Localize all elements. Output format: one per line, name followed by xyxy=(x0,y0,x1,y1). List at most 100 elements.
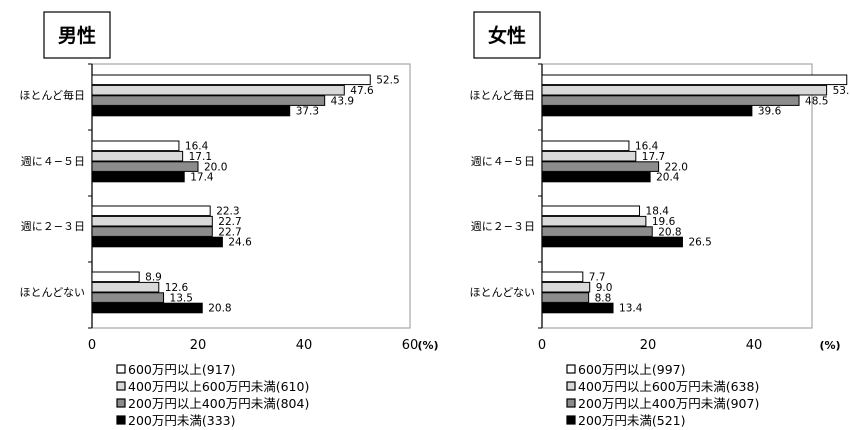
x-tick-label: 40 xyxy=(746,338,763,353)
bar xyxy=(91,74,371,86)
legend-swatch xyxy=(566,415,576,425)
bar xyxy=(541,84,828,96)
bar xyxy=(91,95,326,106)
data-label: 8.9 xyxy=(145,272,162,284)
data-label: 18.4 xyxy=(646,206,670,218)
legend-swatch xyxy=(566,364,576,374)
legend-label: 200万円以上400万円未満(804) xyxy=(128,396,309,411)
legend-swatch xyxy=(116,398,126,408)
data-label: 17.1 xyxy=(189,151,212,163)
data-label: 26.5 xyxy=(688,237,711,249)
category-label: 週に２−３日 xyxy=(21,220,85,233)
data-label: 20.8 xyxy=(208,303,231,315)
bar xyxy=(541,140,630,152)
data-label: 53.7 xyxy=(833,85,850,97)
panel-title: 男性 xyxy=(58,24,96,47)
category-label: ほとんどない xyxy=(20,286,85,299)
unit-label: (%) xyxy=(819,339,840,352)
bar xyxy=(91,205,211,217)
x-tick-label: 0 xyxy=(88,338,96,353)
data-label: 17.7 xyxy=(642,151,665,163)
bar xyxy=(541,281,591,293)
bar xyxy=(91,140,180,152)
x-tick-label: 20 xyxy=(190,338,207,353)
bar xyxy=(91,84,345,96)
legend-label: 200万円未満(333) xyxy=(128,413,235,428)
data-label: 43.9 xyxy=(331,95,354,107)
bar xyxy=(91,226,213,237)
legend-swatch xyxy=(116,364,126,374)
bar xyxy=(541,271,584,283)
legend-swatch xyxy=(116,415,126,425)
bar xyxy=(541,302,614,314)
bar xyxy=(541,150,637,162)
category-label: ほとんど毎日 xyxy=(19,89,85,102)
legend-label: 400万円以上600万円未満(610) xyxy=(128,379,309,394)
bar xyxy=(541,95,800,106)
data-label: 13.4 xyxy=(619,303,643,315)
data-label: 37.3 xyxy=(296,106,319,118)
x-tick-label: 60 xyxy=(402,338,419,353)
bar xyxy=(541,205,641,217)
data-label: 20.8 xyxy=(658,226,681,238)
bar xyxy=(91,302,203,314)
data-label: 16.4 xyxy=(185,141,209,153)
bar xyxy=(91,161,199,172)
legend-label: 600万円以上(917) xyxy=(128,362,235,377)
panel-title-box xyxy=(473,11,541,59)
x-tick-label: 0 xyxy=(538,338,546,353)
bar xyxy=(91,150,184,162)
data-label: 22.3 xyxy=(216,206,239,218)
data-label: 9.0 xyxy=(596,282,613,294)
bar xyxy=(91,105,291,117)
x-tick-label: 40 xyxy=(296,338,313,353)
bar xyxy=(541,292,590,303)
category-label: ほとんど毎日 xyxy=(469,89,535,102)
legend-swatch xyxy=(116,381,126,391)
data-label: 17.4 xyxy=(190,172,214,184)
bar xyxy=(541,236,683,248)
legend-label: 600万円以上(997) xyxy=(578,362,685,377)
bar xyxy=(91,171,185,183)
data-label: 20.4 xyxy=(656,172,680,184)
legend-swatch xyxy=(566,398,576,408)
legend-label: 400万円以上600万円未満(638) xyxy=(578,379,759,394)
bar xyxy=(91,236,223,248)
bar xyxy=(541,161,660,172)
legend-label: 200万円未満(521) xyxy=(578,413,685,428)
category-label: 週に４−５日 xyxy=(21,155,85,168)
bar xyxy=(541,226,653,237)
legend-swatch xyxy=(566,381,576,391)
category-label: 週に４−５日 xyxy=(471,155,535,168)
bar xyxy=(91,281,160,293)
bar xyxy=(91,292,165,303)
data-label: 24.6 xyxy=(228,237,252,249)
category-label: 週に２−３日 xyxy=(471,220,535,233)
x-tick-label: 20 xyxy=(640,338,657,353)
category-label: ほとんどない xyxy=(470,286,535,299)
data-label: 16.4 xyxy=(635,141,659,153)
data-label: 12.6 xyxy=(165,282,189,294)
data-label: 22.7 xyxy=(218,226,241,238)
panel-title: 女性 xyxy=(488,24,526,47)
chart-panel-female: 女性ほとんど毎日週に４−５日週に２−３日ほとんどない57.516.418.47.… xyxy=(469,11,850,428)
bar xyxy=(541,171,651,183)
bar xyxy=(91,271,140,283)
data-label: 22.7 xyxy=(218,216,241,228)
unit-label: (%) xyxy=(417,339,438,352)
bar xyxy=(541,215,647,227)
data-label: 47.6 xyxy=(350,85,374,97)
data-label: 7.7 xyxy=(589,272,606,284)
data-label: 8.8 xyxy=(595,292,612,304)
panel-title-box xyxy=(43,11,111,59)
bar xyxy=(541,74,848,86)
legend-label: 200万円以上400万円未満(907) xyxy=(578,396,759,411)
data-label: 22.0 xyxy=(665,161,688,173)
data-label: 52.5 xyxy=(376,75,399,87)
data-label: 39.6 xyxy=(758,106,782,118)
bar xyxy=(541,105,753,117)
data-label: 20.0 xyxy=(204,161,227,173)
bar xyxy=(91,215,213,227)
